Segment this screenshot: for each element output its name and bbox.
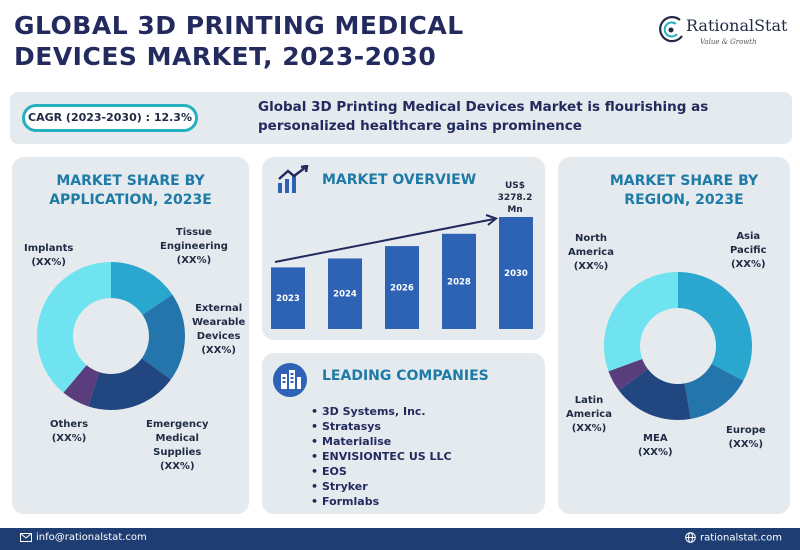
region-slice-4 — [608, 358, 648, 391]
application-label-name: Implants — [24, 243, 74, 254]
overview-bar-label: 2030 — [504, 269, 528, 279]
footer-email-link[interactable]: info@rationalstat.com — [36, 532, 147, 543]
application-label-name: Engineering — [160, 241, 228, 252]
application-label-name: Emergency — [146, 419, 209, 430]
application-label-name: Supplies — [153, 447, 202, 458]
application-label-5: Others (XX%) — [50, 418, 88, 446]
application-panel-title-line-1: MARKET SHARE BY — [56, 173, 205, 189]
region-label-name: North — [574, 233, 608, 244]
application-label-value: (XX%) — [176, 255, 212, 266]
cagr-badge: CAGR (2023-2030) : 12.3% — [22, 104, 198, 132]
application-label-4: Emergency Medical Supplies (XX%) — [146, 418, 208, 474]
region-label-name: Asia — [736, 231, 761, 242]
region-label-name: MEA — [643, 433, 668, 444]
market-overview-title: MARKET OVERVIEW — [322, 172, 477, 188]
company-item: Stryker — [311, 479, 452, 494]
application-slice-1 — [111, 262, 173, 315]
page-title-line-2: Devices Market, 2023-2030 — [14, 42, 437, 71]
company-item: Materialise — [311, 434, 452, 449]
application-slice-3 — [88, 358, 171, 410]
region-panel-title-line-2: REGION, 2023E — [624, 192, 744, 208]
banner-headline: Global 3D Printing Medical Devices Marke… — [258, 99, 709, 134]
region-label-value: (XX%) — [573, 261, 609, 272]
region-label-name: Europe — [726, 425, 766, 436]
logo-swirl-icon — [659, 16, 683, 43]
application-label-name: Tissue — [175, 227, 212, 238]
market-overview-bar-chart: 2023 2024 2026 2028 2030 — [271, 214, 533, 329]
company-item: 3D Systems, Inc. — [311, 404, 452, 419]
globe-icon — [685, 532, 696, 543]
application-donut-chart — [37, 262, 186, 410]
overview-bar-label: 2026 — [390, 284, 414, 294]
logo-tagline: Value & Growth — [700, 38, 757, 46]
region-label-name: America — [568, 247, 614, 258]
region-slice-1 — [678, 272, 752, 381]
region-label-value: (XX%) — [728, 439, 764, 450]
region-label-5: North America (XX%) — [568, 232, 614, 274]
application-label-name: Medical — [155, 433, 199, 444]
trend-arrow-line — [274, 218, 495, 263]
footer-website-link[interactable]: rationalstat.com — [699, 532, 782, 544]
application-label-value: (XX%) — [201, 345, 236, 356]
region-slice-2 — [684, 363, 744, 419]
application-panel-title-line-2: APPLICATION, 2023E — [49, 192, 212, 208]
application-label-2: Tissue Engineering (XX%) — [160, 226, 228, 268]
region-label-name: America — [566, 409, 612, 420]
region-label-value: (XX%) — [571, 423, 607, 434]
company-item: Formlabs — [311, 494, 452, 509]
region-donut-chart — [604, 272, 752, 420]
overview-bar-2030 — [499, 217, 533, 329]
region-label-value: (XX%) — [730, 259, 766, 270]
application-slice-5 — [37, 262, 112, 393]
application-label-name: Wearable — [192, 317, 246, 328]
building-icon — [273, 363, 307, 397]
company-item: EOS — [311, 464, 452, 479]
region-panel-title-line-1: MARKET SHARE BY — [609, 173, 759, 189]
overview-bar-label: 2028 — [447, 277, 471, 287]
region-label-4: Latin America (XX%) — [566, 394, 612, 436]
overview-bar-label: 2023 — [276, 294, 300, 304]
company-item: ENVISIONTEC US LLC — [311, 449, 452, 464]
logo-name: RationalStat — [686, 16, 788, 35]
application-label-name: Others — [50, 419, 89, 430]
overview-bar-2028 — [442, 233, 476, 329]
region-label-2: Europe (XX%) — [726, 424, 766, 452]
application-label-1: Implants (XX%) — [24, 242, 73, 270]
application-label-3: External Wearable Devices (XX%) — [192, 302, 245, 358]
application-label-name: External — [195, 303, 243, 314]
region-slice-5 — [604, 272, 678, 372]
application-label-value: (XX%) — [31, 257, 66, 268]
company-item: Stratasys — [311, 419, 452, 434]
application-panel-title: MARKET SHARE BY APPLICATION, 2023E — [12, 172, 249, 210]
page-title: Global 3D Printing Medical Devices Marke… — [14, 10, 464, 72]
mail-icon — [20, 532, 32, 542]
region-label-value: (XX%) — [638, 447, 673, 458]
application-slice-2 — [141, 294, 186, 380]
page-title-line-1: Global 3D Printing Medical — [14, 11, 464, 40]
companies-list: 3D Systems, Inc.StratasysMaterialiseENVI… — [311, 404, 452, 509]
overview-bar-2026 — [385, 246, 419, 329]
application-label-name: Devices — [196, 331, 241, 342]
application-label-value: (XX%) — [51, 433, 87, 444]
overview-bar-label: 2024 — [333, 290, 357, 300]
region-label-name: Pacific — [730, 245, 767, 256]
region-label-3: MEA (XX%) — [638, 432, 673, 460]
leading-companies-title: LEADING COMPANIES — [322, 368, 489, 384]
growth-chart-icon — [278, 165, 309, 193]
region-slice-3 — [618, 368, 691, 420]
overview-bar-2024 — [328, 258, 362, 329]
region-panel-title: MARKET SHARE BY REGION, 2023E — [558, 172, 800, 210]
trend-arrow-head — [485, 214, 499, 226]
region-share-panel — [558, 157, 790, 514]
application-label-value: (XX%) — [159, 461, 195, 472]
overview-bar-2023 — [271, 267, 305, 329]
application-slice-4 — [63, 365, 100, 407]
market-value-label: US$ 3278.2 Mn — [497, 181, 533, 215]
region-label-1: Asia Pacific (XX%) — [730, 230, 767, 272]
region-label-name: Latin — [574, 395, 604, 406]
footer-bar: info@rationalstat.com rationalstat.com — [0, 528, 800, 550]
brand-logo: RationalStat Value & Growth — [656, 14, 796, 54]
